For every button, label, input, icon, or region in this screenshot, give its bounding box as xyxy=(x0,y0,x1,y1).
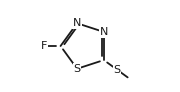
Text: S: S xyxy=(73,64,81,74)
Text: F: F xyxy=(41,41,47,51)
Text: N: N xyxy=(73,18,81,28)
Text: S: S xyxy=(114,65,121,75)
Text: N: N xyxy=(100,27,108,37)
